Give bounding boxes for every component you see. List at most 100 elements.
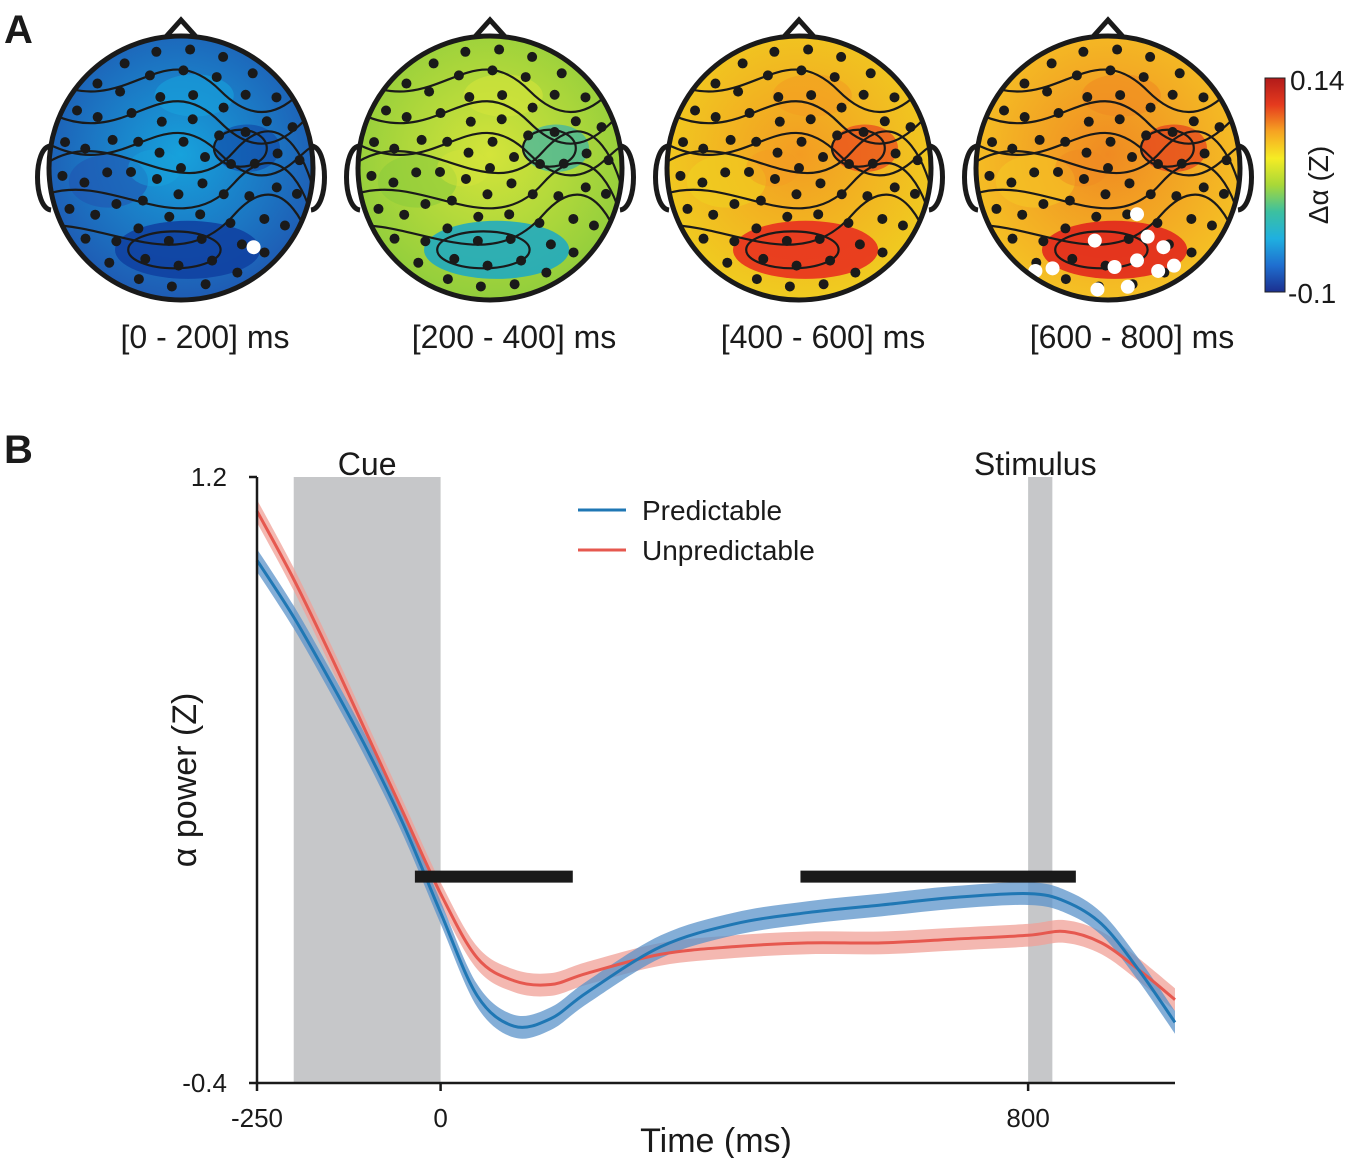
electrode [133, 223, 144, 234]
electrode [782, 211, 793, 222]
electrode [549, 127, 560, 138]
electrode [453, 70, 464, 81]
shaded-region-label: Stimulus [974, 446, 1097, 482]
electrode [698, 233, 709, 244]
electrode [133, 274, 144, 285]
electrode [858, 127, 869, 138]
electrode [570, 116, 581, 127]
electrode [1186, 213, 1197, 224]
electrode [796, 136, 807, 147]
electrode [523, 130, 534, 141]
electrode [156, 116, 167, 127]
electrode [401, 78, 412, 89]
shaded-region-cue [293, 477, 441, 1083]
electrode [1071, 70, 1082, 81]
x-tick-label: -250 [231, 1103, 283, 1133]
electrode [682, 203, 693, 214]
electrode [428, 58, 439, 69]
electrode [678, 137, 689, 148]
electrode [144, 70, 155, 81]
electrode [1221, 155, 1232, 166]
electrode [877, 247, 888, 258]
electrode [803, 44, 814, 55]
electrode [818, 279, 829, 290]
nose [1088, 16, 1128, 42]
electrode [791, 189, 802, 200]
electrode [178, 65, 189, 76]
electrode [912, 155, 923, 166]
electrode [271, 92, 282, 103]
significant-electrode [1151, 263, 1166, 278]
electrode [1053, 108, 1064, 119]
electrode [494, 44, 505, 55]
electrode [991, 203, 1002, 214]
electrode [1060, 136, 1071, 147]
electrode [1174, 68, 1185, 79]
electrode [442, 136, 453, 147]
electrode [844, 159, 855, 170]
significant-electrode [1130, 253, 1145, 268]
electrode [596, 122, 607, 133]
electrode [556, 68, 567, 79]
electrode [558, 158, 569, 169]
electrode [516, 255, 527, 266]
electrode [187, 114, 198, 125]
x-axis-label: Time (ms) [640, 1122, 792, 1158]
left-ear [962, 143, 980, 213]
electrode [755, 195, 766, 206]
electrode [188, 90, 199, 101]
electrode [541, 267, 552, 278]
electrode [126, 108, 137, 119]
electrode [773, 92, 784, 103]
electrode [1186, 247, 1197, 258]
electrode [1006, 177, 1017, 188]
electrode [1152, 217, 1163, 228]
electrode [119, 58, 130, 69]
electrode [829, 72, 840, 83]
electrode [460, 173, 471, 184]
electrode [369, 137, 380, 148]
electrode [485, 163, 495, 173]
electrode [214, 130, 225, 141]
electrode [1067, 253, 1078, 264]
electrode [1171, 191, 1182, 202]
electrode [240, 127, 251, 138]
electrode [535, 159, 546, 170]
electrode [549, 89, 560, 100]
electrode [984, 170, 995, 181]
electrode [729, 198, 740, 209]
electrode [1029, 167, 1040, 178]
left-ear [35, 143, 53, 213]
electrode [420, 198, 431, 209]
electrode [813, 209, 824, 220]
electrode [207, 255, 218, 266]
electrode [774, 116, 785, 127]
electrode [865, 68, 876, 79]
electrode [389, 233, 400, 244]
electrode [259, 213, 270, 224]
electrode [568, 213, 579, 224]
electrode [553, 191, 564, 202]
electrode [1124, 178, 1135, 189]
electrode [1145, 102, 1156, 113]
y-axis-label: α power (Z) [166, 693, 204, 868]
topomap-1: [0 - 200] ms [35, 16, 327, 355]
electrode [751, 136, 762, 147]
electrode [509, 279, 520, 290]
electrode [366, 170, 377, 181]
electrode [211, 72, 222, 83]
electrode [781, 235, 792, 246]
electrode [877, 213, 888, 224]
electrode [1138, 72, 1149, 83]
electrode [758, 253, 769, 264]
electrode [862, 191, 873, 202]
shaded-region-stimulus [1028, 477, 1053, 1083]
electrode [720, 167, 731, 178]
electrode [509, 152, 520, 163]
electrode [497, 90, 508, 101]
electrode [200, 152, 211, 163]
electrode [581, 148, 592, 159]
colorbar-title: Δα (Z) [1303, 146, 1334, 224]
electrode [226, 159, 237, 170]
electrode [1141, 130, 1152, 141]
